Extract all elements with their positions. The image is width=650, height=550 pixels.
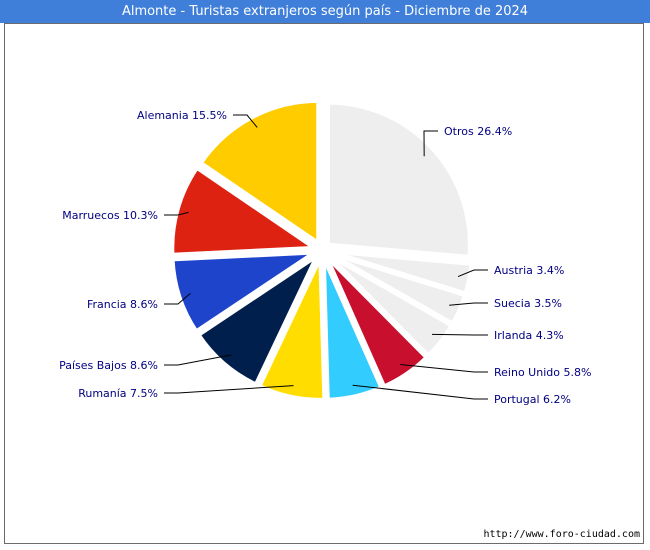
pie-slice-francia	[170, 250, 322, 335]
pie-slice-otros	[325, 100, 472, 259]
pie-slice-alemania	[198, 98, 321, 247]
leader-line	[400, 363, 488, 373]
slice-label: Alemania 15.5%	[137, 109, 227, 122]
pie-slice-países-bajos	[195, 250, 322, 388]
slice-label: Austria 3.4%	[494, 264, 564, 277]
slice-label: Otros 26.4%	[444, 125, 512, 138]
leader-line	[352, 384, 488, 400]
slice-label: Rumanía 7.5%	[78, 387, 158, 400]
slice-label: Francia 8.6%	[87, 298, 158, 311]
pie-slice-portugal	[321, 256, 384, 402]
leader-line	[431, 333, 488, 336]
slice-label: Marruecos 10.3%	[62, 209, 158, 222]
chart-title: Almonte - Turistas extranjeros según paí…	[0, 0, 650, 23]
leader-line	[164, 211, 189, 216]
pie-slice-reino-unido	[324, 255, 430, 390]
leader-line	[233, 114, 258, 128]
slice-label: Reino Unido 5.8%	[494, 366, 591, 379]
leader-line	[449, 302, 488, 306]
pie-slice-marruecos	[170, 165, 321, 257]
leader-line	[423, 130, 438, 157]
slice-label: Portugal 6.2%	[494, 393, 571, 406]
leader-line	[164, 354, 232, 366]
slice-label: Suecia 3.5%	[494, 297, 562, 310]
source-link[interactable]: http://www.foro-ciudad.com	[483, 529, 640, 540]
leader-line	[164, 293, 191, 305]
leader-line	[164, 385, 294, 394]
slice-label: Países Bajos 8.6%	[59, 359, 158, 372]
slice-label: Irlanda 4.3%	[494, 329, 564, 342]
pie-slice-rumanía	[256, 256, 327, 402]
pie-slice-irlanda	[326, 253, 455, 359]
leader-line	[457, 269, 488, 278]
